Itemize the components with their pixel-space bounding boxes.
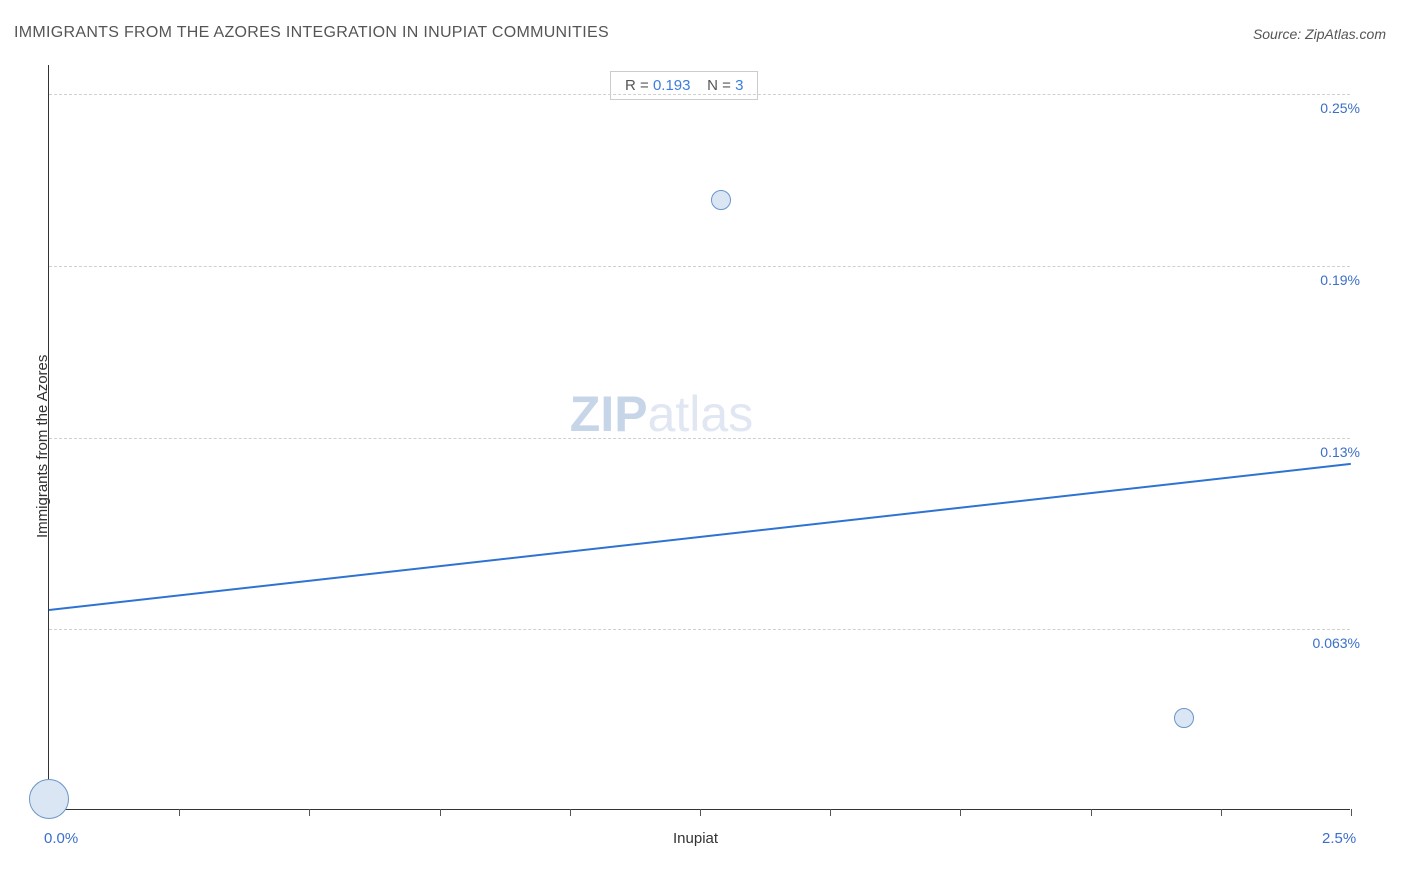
x-tick [1221, 809, 1222, 816]
watermark: ZIPatlas [570, 385, 753, 443]
data-point [29, 779, 69, 819]
gridline [49, 629, 1350, 630]
x-tick [960, 809, 961, 816]
y-tick-label: 0.19% [1290, 272, 1360, 288]
x-axis-label: Inupiat [673, 830, 718, 847]
stat-r-value: 0.193 [653, 77, 691, 94]
x-tick [1091, 809, 1092, 816]
x-range-min: 0.0% [44, 830, 78, 847]
x-tick [1351, 809, 1352, 816]
y-tick-label: 0.063% [1290, 635, 1360, 651]
stat-r-label: R = [625, 77, 653, 94]
data-point [1174, 708, 1194, 728]
x-range-max: 2.5% [1322, 830, 1356, 847]
stat-n-value: 3 [735, 77, 743, 94]
gridline [49, 438, 1350, 439]
chart-source: Source: ZipAtlas.com [1253, 26, 1386, 42]
stats-box: R = 0.193 N = 3 [610, 71, 758, 100]
chart-title: IMMIGRANTS FROM THE AZORES INTEGRATION I… [14, 24, 609, 42]
x-tick [309, 809, 310, 816]
watermark-bold: ZIP [570, 386, 648, 442]
data-point [711, 190, 731, 210]
x-tick [179, 809, 180, 816]
stat-n-label: N = [707, 77, 735, 94]
watermark-light: atlas [648, 386, 754, 442]
gridline [49, 94, 1350, 95]
y-tick-label: 0.25% [1290, 100, 1360, 116]
plot-area: ZIPatlas R = 0.193 N = 3 [48, 65, 1350, 810]
x-tick [440, 809, 441, 816]
gridline [49, 266, 1350, 267]
regression-line [49, 463, 1351, 611]
y-axis-label: Immigrants from the Azores [34, 354, 51, 537]
x-tick [570, 809, 571, 816]
x-tick [700, 809, 701, 816]
y-tick-label: 0.13% [1290, 444, 1360, 460]
x-tick [830, 809, 831, 816]
